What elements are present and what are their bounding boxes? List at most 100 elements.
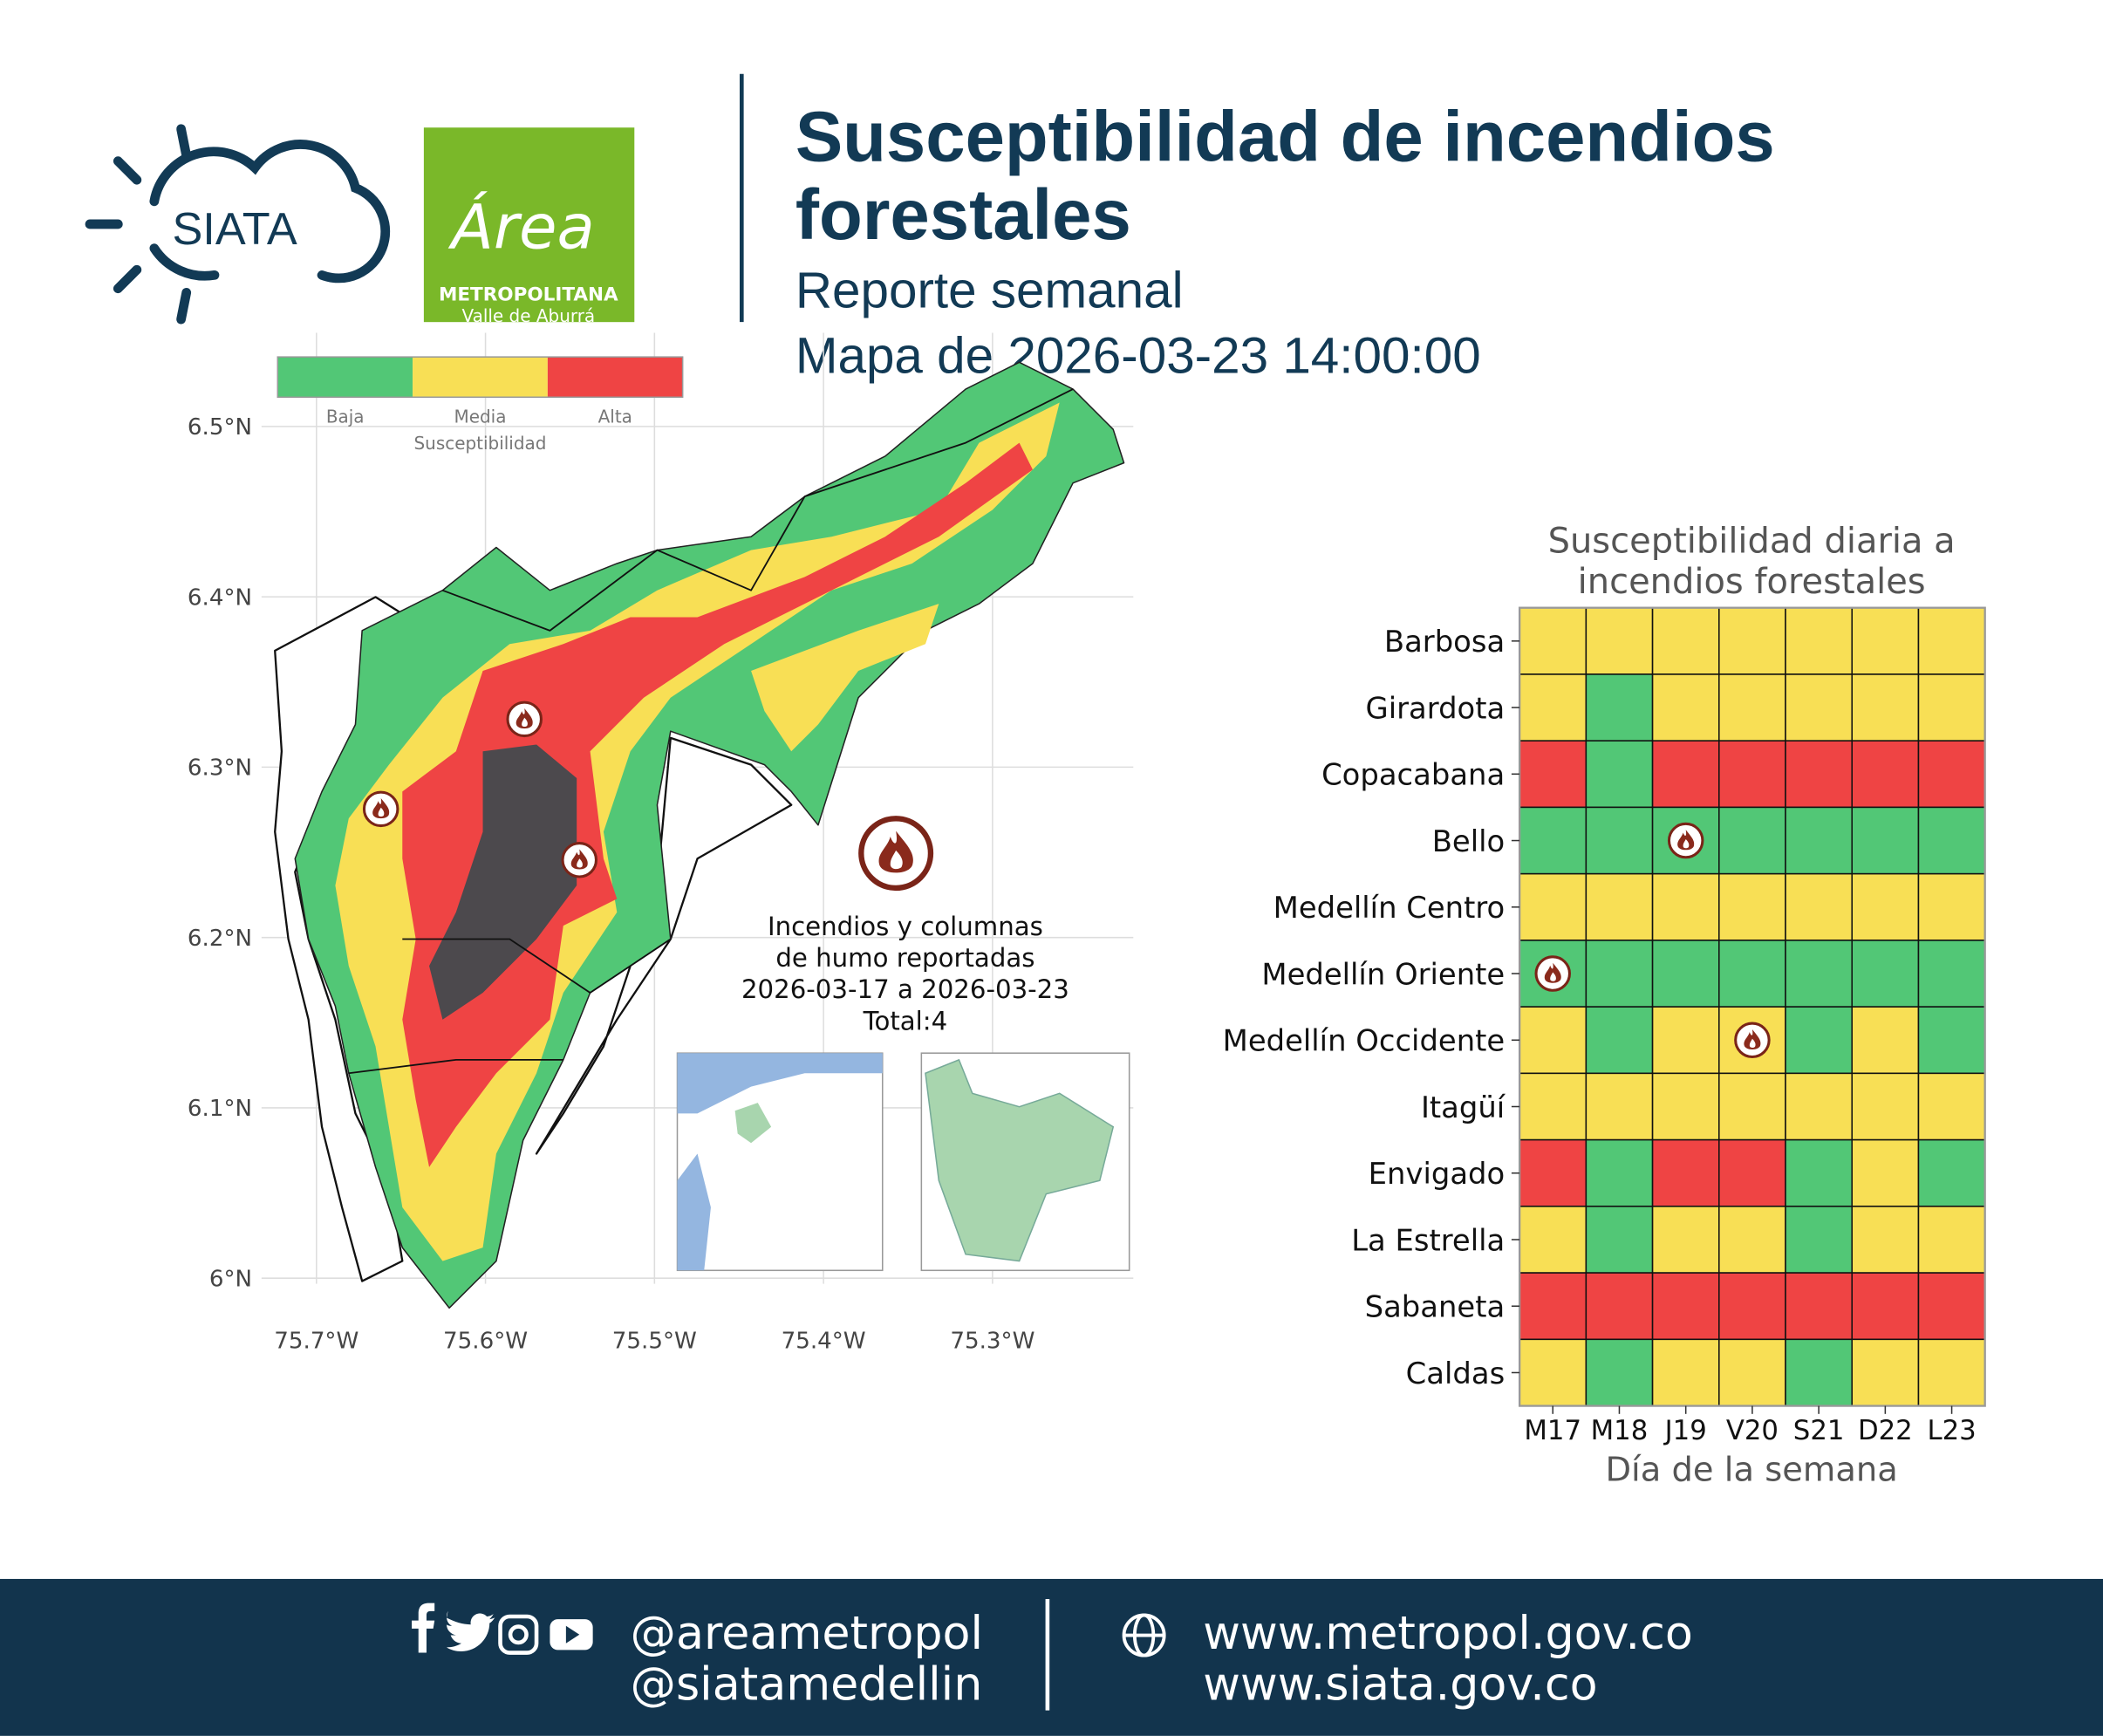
heatmap-cell	[1718, 606, 1786, 675]
heatmap-cell	[1651, 1072, 1720, 1141]
row-label: Medellín Occidente	[1223, 1024, 1506, 1058]
heatmap-cell	[1519, 1006, 1587, 1075]
annotation-line: de humo reportadas	[775, 943, 1034, 973]
heatmap-cell	[1851, 1138, 1920, 1207]
heatmap-cell	[1585, 872, 1654, 941]
heatmap-cell	[1851, 872, 1920, 941]
heatmap-cell	[1585, 1272, 1654, 1341]
title: forestales	[795, 175, 1131, 255]
heatmap-cell	[1519, 1206, 1587, 1274]
annotation-icon	[861, 818, 931, 888]
heatmap-cell	[1718, 740, 1786, 809]
heatmap-cell	[1519, 872, 1587, 941]
map-fire	[506, 701, 543, 738]
heatmap-cell	[1785, 1338, 1854, 1407]
heatmap-cell	[1917, 1006, 1986, 1075]
footer	[0, 1578, 2103, 1736]
heatmap-cell	[1851, 1338, 1920, 1407]
row-label: Bello	[1432, 824, 1505, 858]
x-tick-label: 75.6°W	[443, 1328, 528, 1354]
heatmap-cell	[1785, 1206, 1854, 1274]
y-tick-label: 6.4°N	[188, 584, 252, 611]
heatmap-cell	[1585, 1338, 1654, 1407]
fire-marker	[1734, 1022, 1771, 1059]
column-label: D22	[1858, 1415, 1913, 1446]
row-label: Girardota	[1366, 691, 1506, 725]
heatmap-cell	[1851, 1072, 1920, 1141]
column-label: L23	[1927, 1415, 1976, 1446]
map-fire	[561, 842, 598, 878]
heatmap-cell	[1718, 806, 1786, 875]
heatmap-cell	[1718, 1206, 1786, 1274]
heatmap-cell	[1917, 872, 1986, 941]
social-icons	[412, 1603, 593, 1655]
heatmap-cell	[1519, 740, 1587, 809]
heatmap-cell	[1585, 740, 1654, 809]
row-label: Copacabana	[1321, 758, 1505, 792]
annotation-line: 2026-03-17 a 2026-03-23	[741, 974, 1069, 1004]
heatmap-cell	[1851, 606, 1920, 675]
heatmap-cell	[1718, 872, 1786, 941]
legend-swatch	[547, 357, 683, 398]
legend-label: Media	[454, 407, 506, 427]
heatmap-cell	[1718, 1272, 1786, 1341]
heatmap-cell	[1851, 1206, 1920, 1274]
heatmap-cell	[1851, 1272, 1920, 1341]
heatmap-cell	[1851, 940, 1920, 1008]
heatmap-cell	[1785, 940, 1854, 1008]
heatmap-cell	[1651, 740, 1720, 809]
row-label: Itagüí	[1421, 1090, 1506, 1124]
heatmap-cell	[1651, 1338, 1720, 1407]
heatmap-cell	[1519, 1272, 1587, 1341]
heatmap-title: Susceptibilidad diaria a	[1548, 522, 1956, 562]
heatmap-cell	[1917, 606, 1986, 675]
area-logo	[423, 127, 635, 323]
row-label: Medellín Oriente	[1261, 957, 1505, 991]
heatmap-cell	[1585, 1206, 1654, 1274]
inset-maps	[676, 1052, 1130, 1272]
heatmap-cell	[1917, 673, 1986, 742]
heatmap-cell	[1651, 1006, 1720, 1075]
y-tick-label: 6.1°N	[188, 1096, 252, 1122]
heatmap-cell	[1519, 1138, 1587, 1207]
y-tick-label: 6°N	[209, 1266, 252, 1292]
heatmap-cell	[1785, 673, 1854, 742]
heatmap-cell	[1851, 806, 1920, 875]
x-axis-label: Día de la semana	[1605, 1451, 1897, 1490]
website: www.siata.gov.co	[1203, 1657, 1597, 1711]
heatmap-cell	[1519, 1338, 1587, 1407]
legend-label: Baja	[326, 407, 365, 427]
heatmap-cell	[1851, 1006, 1920, 1075]
heatmap-cell	[1718, 1072, 1786, 1141]
y-tick-label: 6.2°N	[188, 926, 252, 952]
heatmap-cell	[1785, 1138, 1854, 1207]
heatmap-cell	[1651, 1206, 1720, 1274]
heatmap-cell	[1917, 740, 1986, 809]
heatmap-cell	[1651, 940, 1720, 1008]
legend-title: Susceptibilidad	[413, 433, 546, 454]
x-tick-label: 75.5°W	[612, 1328, 697, 1354]
website: www.metropol.gov.co	[1203, 1607, 1693, 1660]
column-label: J19	[1663, 1415, 1707, 1446]
heatmap-cell	[1519, 1072, 1587, 1141]
annotation-line: Incendios y columnas	[768, 912, 1043, 941]
heatmap-cell	[1785, 606, 1854, 675]
social-handle: @siatamedellin	[631, 1657, 983, 1711]
siata-text: SIATA	[172, 204, 297, 255]
heatmap-cell	[1585, 1138, 1654, 1207]
x-tick-label: 75.3°W	[950, 1328, 1034, 1354]
map-grid: 75.7°W 75.6°W 75.5°W 75.4°W 75.3°W 6°N 6.1°N 6.…	[188, 332, 1134, 1354]
heatmap-cell	[1519, 673, 1587, 742]
row-label: Medellín Centro	[1273, 891, 1506, 925]
heatmap-cell	[1785, 872, 1854, 941]
heatmap-cell	[1651, 606, 1720, 675]
legend-label: Alta	[598, 407, 632, 427]
legend-swatch	[413, 357, 548, 398]
siata-logo	[85, 124, 391, 325]
legend-swatch	[277, 357, 413, 398]
heatmap-cell	[1519, 806, 1587, 875]
column-label: V20	[1726, 1415, 1779, 1446]
heatmap-cell	[1785, 1006, 1854, 1075]
